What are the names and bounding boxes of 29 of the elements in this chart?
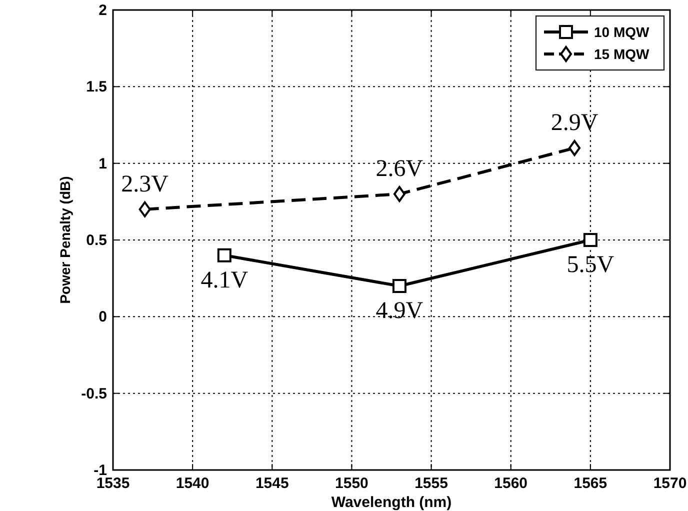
y-tick-label: 1 (98, 155, 107, 172)
point (138, 201, 151, 218)
x-tick-label: 1565 (574, 475, 608, 492)
annotation: 4.1V (200, 267, 249, 294)
y-tick-label: 0.5 (86, 232, 107, 249)
y-tick-label: 0 (98, 308, 107, 326)
point (568, 140, 581, 156)
annotation: 4.9V (376, 298, 424, 324)
point (583, 233, 598, 247)
y-tick-label: 1.5 (86, 78, 107, 96)
x-tick-label: 1570 (653, 475, 687, 492)
x-tick-label: 1555 (414, 475, 448, 492)
legend-label: 10 MQW (594, 24, 650, 40)
point (392, 279, 406, 293)
legend-label: 15 MQW (594, 46, 650, 62)
x-tick-label: 1540 (176, 475, 210, 492)
x-tick-label: 1545 (255, 475, 289, 492)
y-tick-label: -0.5 (81, 385, 107, 402)
annotation: 5.5V (566, 252, 615, 278)
annotation: 2.3V (121, 171, 170, 198)
x-axis-title: Wavelength (nm) (331, 494, 452, 511)
x-tick-label: 1560 (494, 475, 528, 492)
y-axis-title: Power Penalty (dB) (57, 176, 73, 304)
point (393, 186, 406, 202)
point (217, 248, 232, 262)
annotation: 2.9V (550, 110, 599, 136)
annotation: 2.6V (376, 156, 424, 182)
y-tick-label: 2 (98, 2, 107, 19)
x-tick-label: 1550 (335, 475, 368, 492)
